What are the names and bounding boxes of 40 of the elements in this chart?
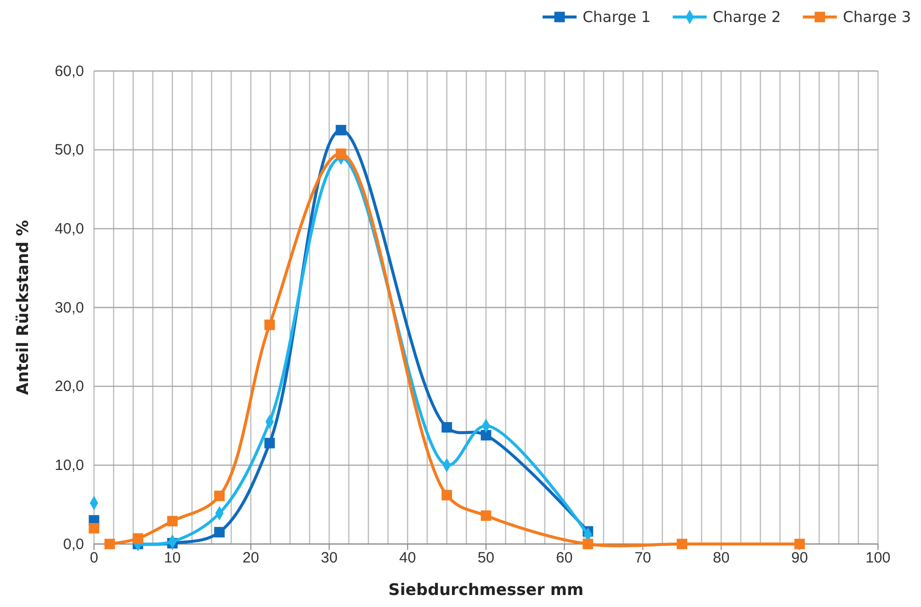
y-tick-label: 30,0 <box>54 299 84 316</box>
x-tick-label: 100 <box>865 550 891 567</box>
x-tick-label: 90 <box>791 550 808 567</box>
point <box>442 422 452 433</box>
y-tick-label: 60,0 <box>54 62 84 80</box>
x-tick-label: 40 <box>399 550 416 567</box>
point <box>167 516 178 526</box>
x-tick-label: 80 <box>712 550 730 567</box>
point <box>264 438 275 448</box>
point <box>480 510 492 521</box>
y-axis-title: Anteil Rückstand % <box>13 220 32 396</box>
point <box>442 490 452 500</box>
point <box>336 124 346 136</box>
point <box>264 320 275 330</box>
y-tick-label: 20,0 <box>54 378 84 396</box>
y-tick-label: 10,0 <box>54 456 84 474</box>
point <box>794 538 805 550</box>
point <box>88 522 100 534</box>
point <box>676 538 688 550</box>
point <box>132 533 144 544</box>
point <box>214 526 225 538</box>
y-tick-label: 50,0 <box>54 142 84 159</box>
x-tick-label: 20 <box>242 550 260 567</box>
x-tick-label: 50 <box>478 550 494 567</box>
point <box>336 148 346 160</box>
point <box>582 538 594 550</box>
point <box>104 538 115 550</box>
x-axis-title: Siebdurchmesser mm <box>388 580 584 599</box>
point <box>480 430 492 440</box>
x-tick-label: 70 <box>634 550 652 567</box>
x-tick-label: 60 <box>556 550 573 567</box>
x-tick-label: 30 <box>320 550 338 567</box>
legend-label: Charge 2 <box>712 8 781 26</box>
legend-label: Charge 3 <box>842 8 911 26</box>
x-tick-label: 0 <box>90 550 98 567</box>
y-tick-label: 40,0 <box>54 220 84 238</box>
y-tick-label: 0,0 <box>63 536 84 553</box>
point <box>214 490 225 502</box>
x-tick-label: 10 <box>164 550 181 567</box>
legend-label: Charge 1 <box>582 8 651 26</box>
